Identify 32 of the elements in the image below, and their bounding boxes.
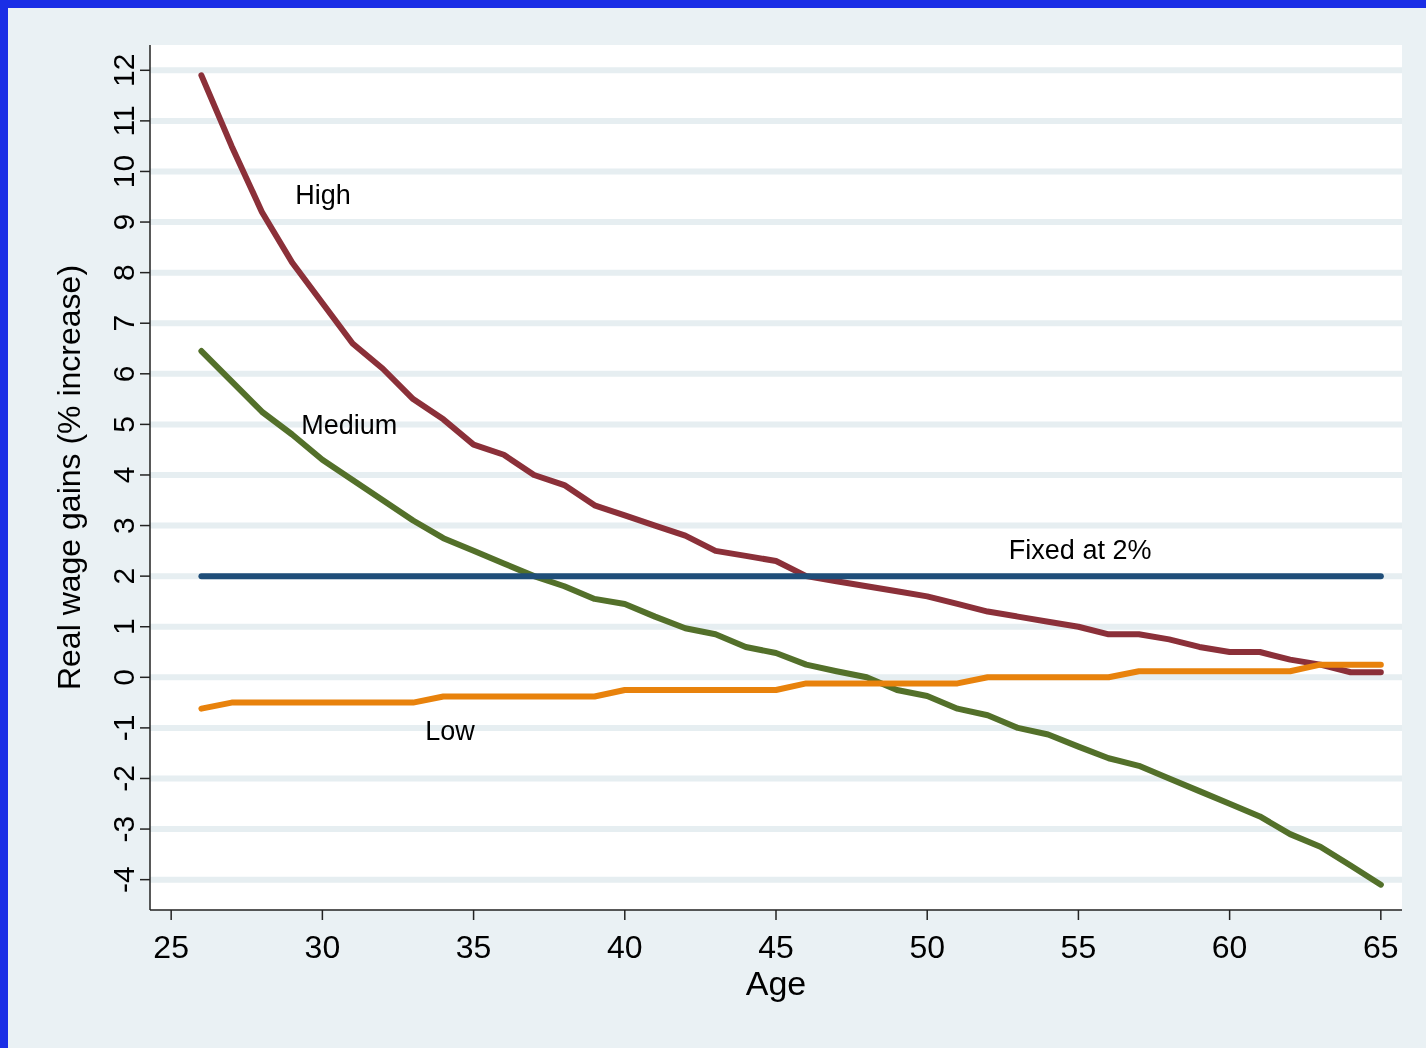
x-tick-label: 45 [758,929,794,965]
y-tick-label: 0 [107,668,140,686]
series-label: Low [425,716,476,747]
series-label: Fixed at 2% [1008,534,1152,565]
y-tick-label: 1 [107,618,140,636]
x-tick-label: 50 [909,929,945,965]
series-label: Medium [301,410,398,441]
x-tick-label: 30 [304,929,341,965]
x-tick-label: 40 [607,929,643,965]
x-axis-title: Age [745,964,807,1002]
y-tick-label: 10 [107,154,140,189]
y-tick-label: 7 [107,314,140,332]
y-tick-label: -1 [107,714,140,742]
y-axis-title: Real wage gains (% increase) [51,264,87,691]
x-tick-label: 55 [1060,929,1097,965]
x-tick-label: 25 [153,929,189,965]
y-tick-label: -2 [107,765,140,792]
y-tick-label: 12 [107,53,140,87]
y-tick-label: 3 [107,517,140,534]
x-tick-label: 35 [455,929,492,965]
x-tick-label: 65 [1363,929,1399,965]
y-tick-label: 9 [107,213,140,231]
y-tick-label: 5 [107,416,140,433]
y-tick-label: -4 [107,866,140,893]
y-tick-label: 6 [107,365,140,383]
y-tick-label: 11 [107,105,140,137]
series-label: High [295,179,351,210]
y-tick-label: -3 [107,815,140,843]
x-tick-label: 60 [1211,929,1248,965]
y-tick-label: 8 [107,264,140,281]
y-tick-label: 2 [107,567,140,585]
y-tick-label: 4 [107,466,140,484]
